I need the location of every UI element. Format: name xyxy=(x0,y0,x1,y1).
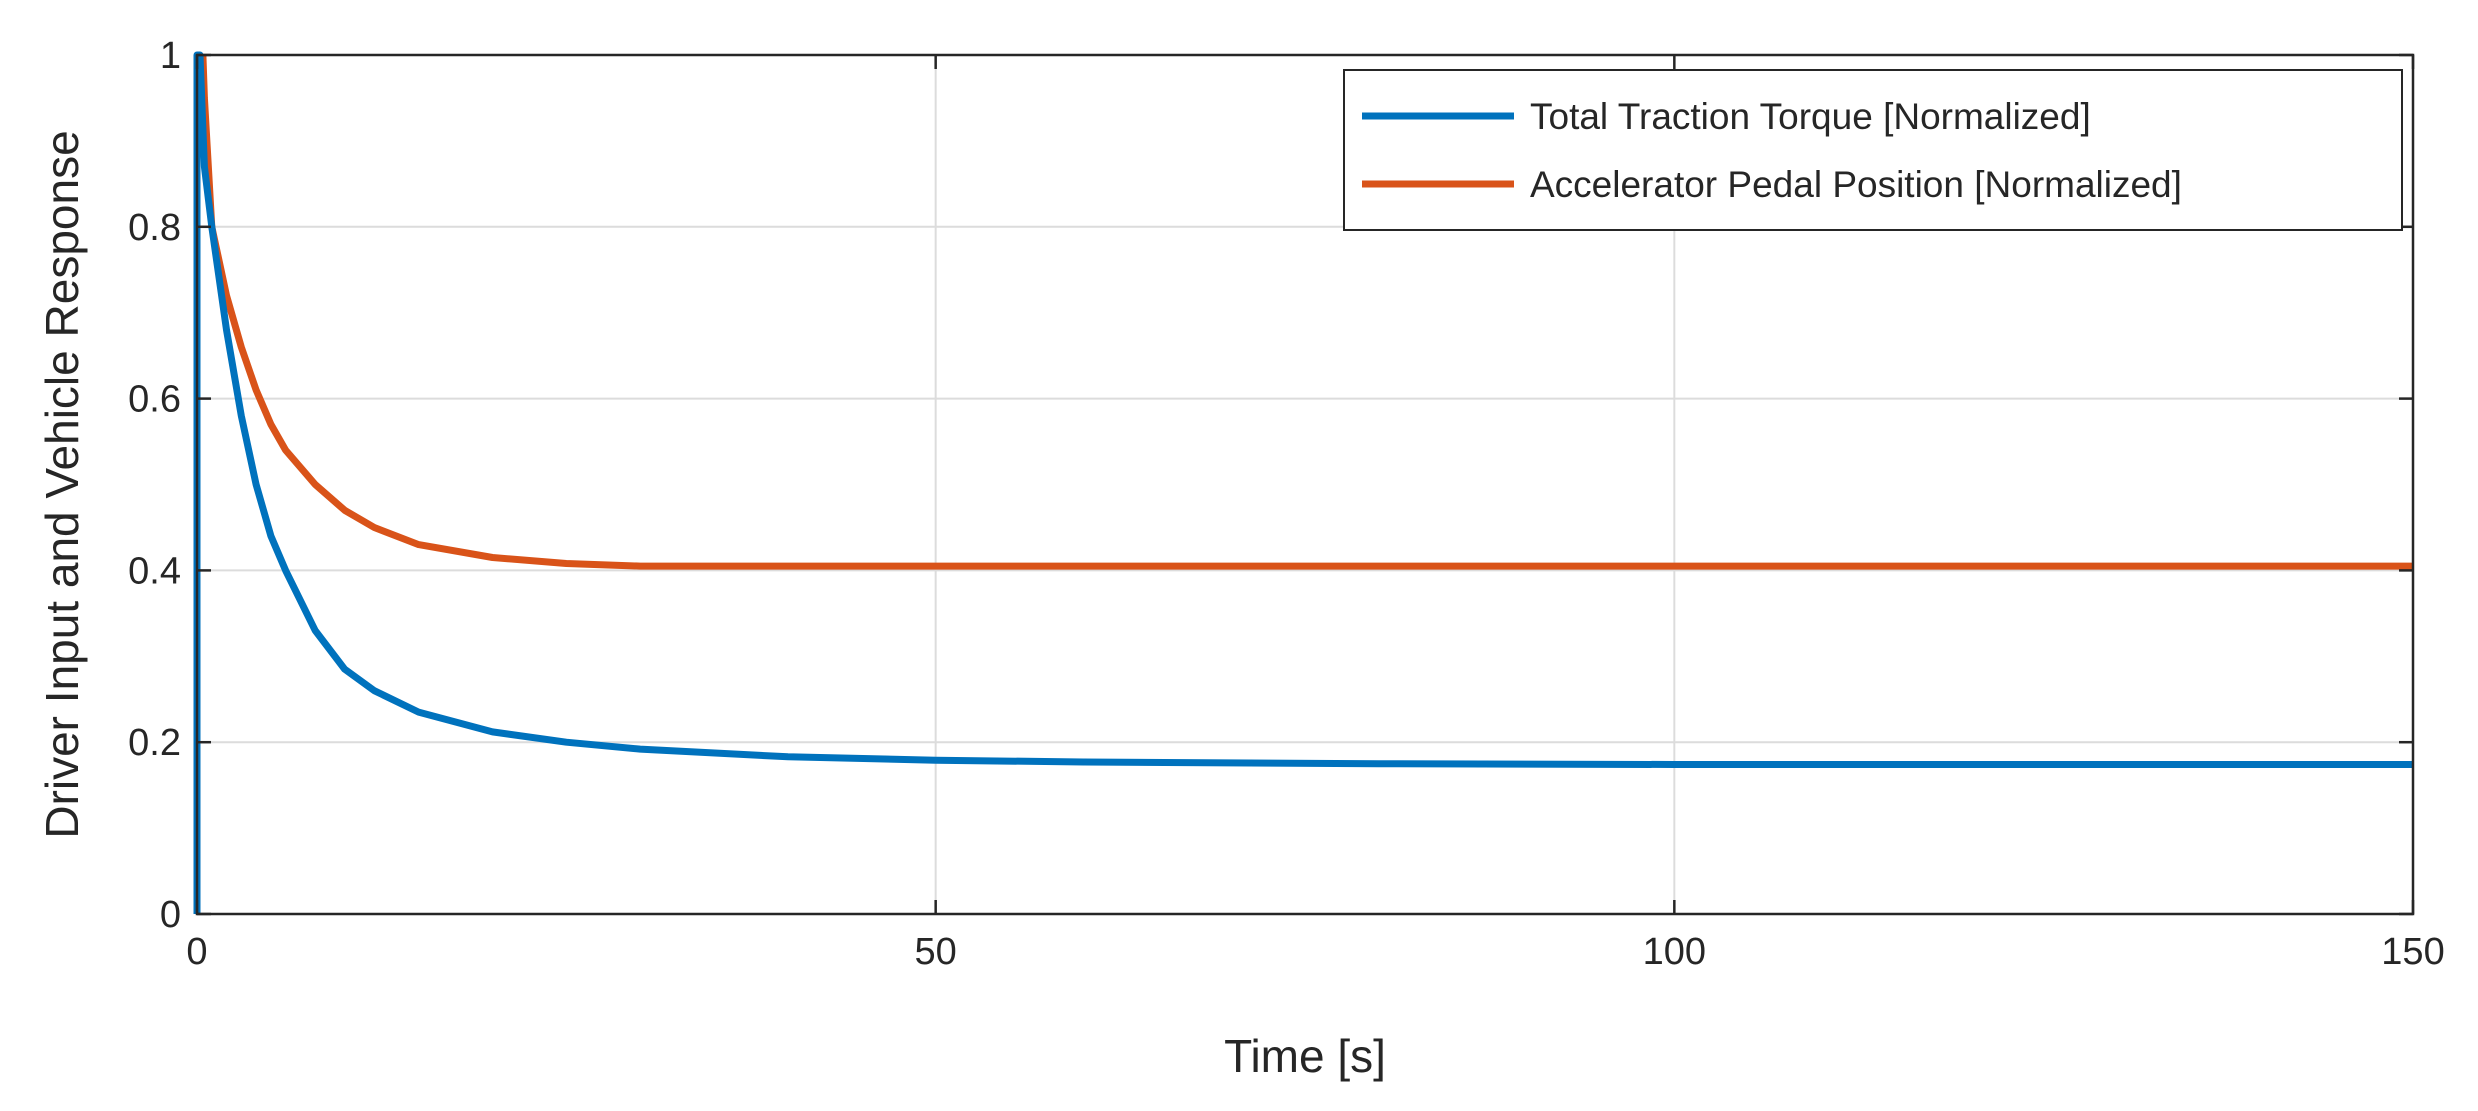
y-tick-label-1: 0.2 xyxy=(128,722,181,764)
y-tick-label-4: 0.8 xyxy=(128,207,181,249)
legend-entry-total-traction-torque: Total Traction Torque [Normalized] xyxy=(1530,96,2091,137)
plot-frame xyxy=(195,53,2415,916)
legend-box xyxy=(1343,69,2403,231)
legend-entry-accelerator-pedal-position: Accelerator Pedal Position [Normalized] xyxy=(1530,164,2182,205)
series-line-total-traction-torque xyxy=(193,51,2413,914)
series-line-accelerator-pedal-position xyxy=(199,54,2413,570)
axis-ticks: 0 50 100 150 0 0.2 0.4 0.6 0.8 1 xyxy=(128,35,2445,973)
y-tick-label-5: 1 xyxy=(160,35,181,77)
series-lines xyxy=(193,51,2413,914)
x-tick-label-0: 0 xyxy=(186,931,207,973)
y-tick-label-2: 0.4 xyxy=(128,550,181,592)
y-tick-label-0: 0 xyxy=(160,894,181,936)
y-tick-label-3: 0.6 xyxy=(128,379,181,421)
x-tick-label-2: 100 xyxy=(1643,931,1706,973)
legend: Total Traction Torque [Normalized] Accel… xyxy=(1343,69,2403,231)
x-axis-label: Time [s] xyxy=(1224,1030,1386,1082)
y-axis-label: Driver Input and Vehicle Response xyxy=(36,130,88,838)
x-tick-label-3: 150 xyxy=(2381,931,2444,973)
x-tick-label-1: 50 xyxy=(915,931,957,973)
